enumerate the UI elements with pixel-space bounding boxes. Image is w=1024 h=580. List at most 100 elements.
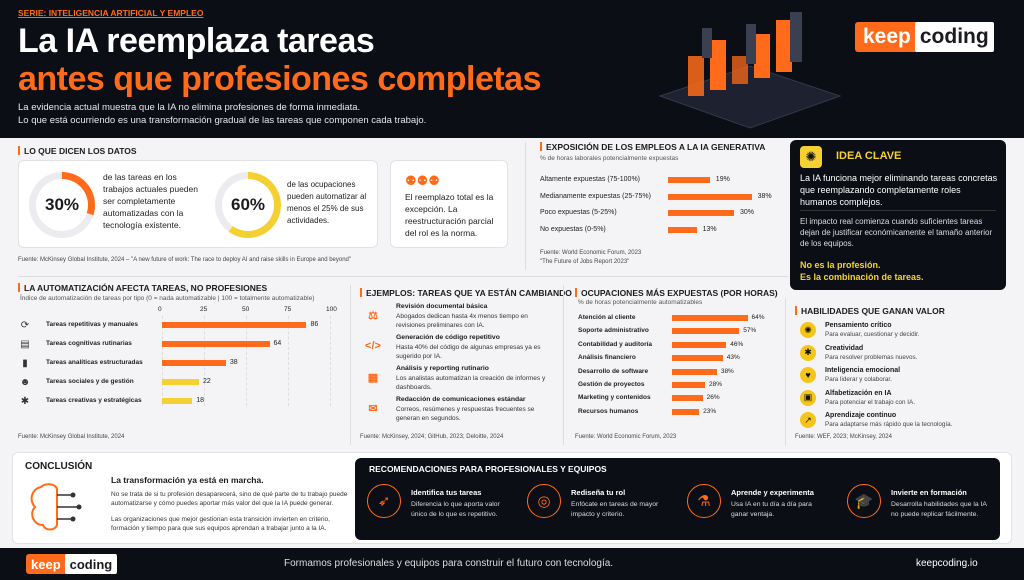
automatizacion-row-label: Tareas sociales y de gestión (46, 378, 134, 385)
habilidad-title: Creatividad (825, 344, 864, 352)
exposicion-row-label: No expuestas (0-5%) (540, 225, 606, 233)
exposicion-row-label: Poco expuestas (5-25%) (540, 209, 617, 216)
ocupacion-value: 46% (730, 340, 744, 348)
gridline (288, 316, 289, 406)
ocupacion-bar (672, 395, 703, 402)
habilidad-desc: Para evaluar, cuestionar y decidir. (825, 331, 920, 338)
section-title-ejemplos: EJEMPLOS: TAREAS QUE YA ESTÁN CAMBIANDO (360, 288, 572, 298)
automatizacion-subtitle: Índice de automatización de tareas por t… (20, 295, 315, 302)
idea-clave-panel: ✺ IDEA CLAVE La IA funciona mejor elimin… (790, 140, 1006, 290)
automatizacion-row-label: Tareas analíticas estructuradas (46, 359, 143, 366)
exposicion-value: 19% (715, 176, 730, 183)
automatizacion-bar (162, 322, 307, 328)
ejemplo-title: Análisis y reporting rutinario (396, 365, 489, 372)
logo-coding: coding (914, 22, 994, 52)
automatizacion-row-label: Tareas cognitivas rutinarias (46, 340, 132, 347)
idea-highlight-1: No es la profesión. (800, 260, 881, 270)
section-title-automatizacion: LA AUTOMATIZACIÓN AFECTA TAREAS, NO PROF… (18, 283, 267, 293)
axis-tick-label: 75 (284, 306, 292, 313)
axis-tick-label: 25 (200, 306, 208, 313)
ocupacion-value: 38% (720, 367, 734, 375)
heart-icon: ♥ (800, 367, 816, 383)
footer: keep coding Formamos profesionales y equi… (0, 548, 1024, 580)
divider (18, 276, 788, 277)
ocupacion-label: Soporte administrativo (578, 327, 649, 335)
footer-url[interactable]: keepcoding.io (916, 558, 978, 569)
ocupacion-bar (672, 368, 717, 375)
exposicion-bar (668, 193, 752, 200)
lightbulb-icon: ✱ (20, 395, 30, 407)
intro-line-2: Lo que está ocurriendo es una transforma… (18, 115, 427, 126)
section-title-habilidades: HABILIDADES QUE GANAN VALOR (795, 306, 945, 316)
section-title-ocupaciones: OCUPACIONES MÁS EXPUESTAS (POR HORAS) (575, 288, 778, 298)
datos-source: Fuente: McKinsey Global Institute, 2024 … (18, 257, 352, 263)
recomendaciones-title: RECOMENDACIONES PARA PROFESIONALES Y EQU… (369, 464, 607, 474)
stat-ring-30: 30% (29, 172, 95, 238)
ocupacion-value: 43% (726, 354, 740, 362)
stat-value-1: 30% (36, 179, 88, 231)
divider (785, 298, 786, 446)
ocupaciones-source: Fuente: World Economic Forum, 2023 (575, 434, 677, 440)
recomendacion-desc: Usa IA en tu día a día para ganar ventaj… (731, 501, 812, 518)
footer-logo-coding: coding (64, 554, 118, 574)
habilidad-title: Alfabetización en IA (825, 389, 892, 397)
habilidad-title: Inteligencia emocional (825, 367, 901, 374)
section-title-exposicion: EXPOSICIÓN DE LOS EMPLEOS A LA IA GENERA… (540, 142, 765, 152)
brand-logo[interactable]: keep coding (855, 22, 994, 52)
conclusion-text-1: No se trata de si tu profesión desaparec… (111, 491, 348, 507)
stat-card-3: ⚉⚉⚉ El reemplazo total es la excepción. … (390, 160, 508, 248)
automatizacion-bar (162, 379, 199, 385)
idea-divider (800, 210, 996, 211)
exposicion-subtitle: % de horas laborales potencialmente expu… (540, 155, 679, 162)
intro-line-1: La evidencia actual muestra que la IA no… (18, 102, 361, 113)
exposicion-source-1: Fuente: World Economic Forum, 2023 (540, 250, 642, 256)
divider (350, 285, 351, 445)
ocupacion-value: 57% (743, 327, 757, 335)
habilidades-source: Fuente: WEF, 2023; McKinsey, 2024 (795, 434, 892, 440)
automatizacion-source: Fuente: McKinsey Global Institute, 2024 (18, 434, 125, 440)
habilidad-desc: Para liderar y colaborar. (825, 376, 892, 383)
exposicion-bar (668, 226, 697, 233)
ocupacion-value: 64% (751, 314, 765, 321)
ejemplo-title: Generación de código repetitivo (396, 334, 500, 341)
flask-icon: ⚗ (687, 484, 721, 518)
automatizacion-value: 38 (229, 359, 238, 366)
ejemplo-desc: Hasta 40% del código de algunas empresas… (396, 344, 541, 360)
code-icon: </> (365, 340, 381, 352)
idea-text-2: El impacto real comienza cuando suficien… (800, 217, 993, 248)
footer-tagline: Formamos profesionales y equipos para co… (284, 558, 614, 569)
recomendacion-title: Invierte en formación (891, 488, 967, 497)
section-title-datos: LO QUE DICEN LOS DATOS (18, 146, 137, 156)
recomendacion-desc: Enfócate en tareas de mayor impacto y cr… (571, 501, 659, 518)
idea-text-1: La IA funciona mejor eliminando tareas c… (800, 173, 998, 207)
ocupacion-label: Desarrollo de software (578, 367, 649, 375)
intro-text: La evidencia actual muestra que la IA no… (18, 101, 498, 127)
divider (525, 142, 526, 270)
target-icon: ◎ (527, 484, 561, 518)
automatizacion-value: 18 (196, 397, 205, 404)
exposicion-bar (668, 210, 734, 216)
exposicion-bar (668, 177, 710, 183)
axis-tick-label: 100 (326, 306, 337, 313)
footer-logo[interactable]: keep coding (26, 554, 118, 574)
stat-text-3: El reemplazo total es la excepción. La r… (405, 192, 494, 238)
automatizacion-bar (162, 398, 193, 404)
ocupacion-label: Contabilidad y auditoría (578, 340, 653, 348)
header-banner: SERIE: INTELIGENCIA ARTIFICIAL Y EMPLEO … (0, 0, 1024, 138)
recomendacion-title: Identifica tus tareas (411, 488, 482, 497)
mail-icon: ✉ (368, 402, 378, 415)
ocupaciones-subtitle: % de horas potencialmente automatizables (578, 299, 703, 306)
footer-logo-keep: keep (31, 556, 61, 572)
axis-tick-label: 0 (158, 306, 162, 313)
series-label[interactable]: SERIE: INTELIGENCIA ARTIFICIAL Y EMPLEO (18, 8, 204, 18)
ocupacion-label: Gestión de proyectos (578, 381, 645, 388)
stat-value-2: 60% (222, 179, 274, 231)
automatizacion-bar (162, 360, 226, 366)
habilidad-title: Pensamiento crítico (825, 322, 892, 329)
ocupacion-bar (672, 408, 700, 415)
table-icon: ▦ (367, 371, 379, 384)
ocupacion-value: 26% (706, 394, 720, 402)
stat-text-1: de las tareas en los trabajos actuales p… (103, 172, 198, 230)
bar-chart-illustration (658, 12, 842, 129)
ocupacion-label: Recursos humanos (578, 407, 639, 415)
